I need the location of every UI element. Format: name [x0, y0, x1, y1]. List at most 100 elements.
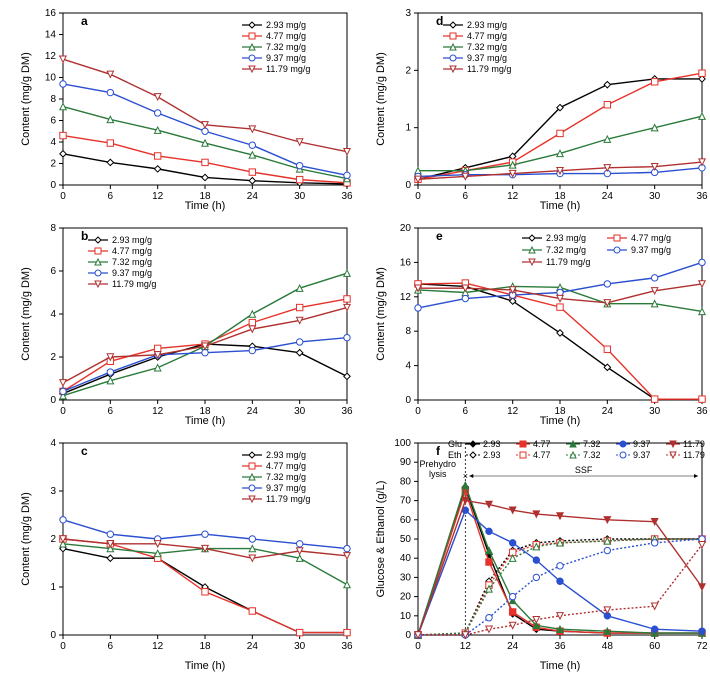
- svg-text:3: 3: [405, 8, 411, 19]
- svg-text:36: 36: [696, 406, 708, 417]
- y-axis-label: Content (mg/g DM): [20, 492, 32, 586]
- svg-text:30: 30: [649, 406, 661, 417]
- svg-text:24: 24: [507, 641, 519, 652]
- svg-text:4: 4: [50, 137, 56, 148]
- svg-text:30: 30: [294, 191, 306, 202]
- panel-e: e061218243036048121620Time (h)Content (m…: [370, 220, 710, 430]
- svg-text:4: 4: [50, 438, 56, 449]
- svg-text:36: 36: [341, 406, 353, 417]
- svg-text:80: 80: [400, 476, 412, 487]
- svg-text:7.32 mg/g: 7.32 mg/g: [266, 472, 306, 482]
- svg-text:30: 30: [294, 641, 306, 652]
- panel-letter: b: [81, 229, 88, 243]
- svg-text:20: 20: [400, 592, 412, 603]
- svg-text:9.37 mg/g: 9.37 mg/g: [631, 245, 671, 255]
- x-axis-label: Time (h): [185, 660, 226, 672]
- svg-text:11.79 mg/g: 11.79 mg/g: [467, 64, 511, 74]
- svg-text:Glu: Glu: [448, 439, 462, 449]
- panel-letter: c: [81, 444, 88, 458]
- svg-text:4.77 mg/g: 4.77 mg/g: [266, 461, 306, 471]
- svg-text:11.79 mg/g: 11.79 mg/g: [112, 279, 156, 289]
- svg-text:0: 0: [50, 180, 56, 191]
- svg-text:0: 0: [405, 180, 411, 191]
- svg-text:40: 40: [400, 553, 412, 564]
- svg-text:4.77 mg/g: 4.77 mg/g: [631, 233, 671, 243]
- svg-text:2: 2: [50, 352, 56, 363]
- panel-a: a0612182430360246810121416Time (h)Conten…: [15, 5, 355, 215]
- svg-text:8: 8: [50, 94, 56, 105]
- svg-text:7.32 mg/g: 7.32 mg/g: [266, 42, 306, 52]
- svg-text:2.93 mg/g: 2.93 mg/g: [266, 20, 306, 30]
- svg-text:11.79 mg/g: 11.79 mg/g: [546, 257, 590, 267]
- svg-text:36: 36: [341, 191, 353, 202]
- svg-text:0: 0: [415, 641, 421, 652]
- panel-letter: a: [81, 14, 88, 28]
- svg-text:1: 1: [50, 582, 56, 593]
- svg-text:2.93 mg/g: 2.93 mg/g: [266, 450, 306, 460]
- svg-text:4.77: 4.77: [533, 450, 551, 460]
- panel-f-svg: f01224364860720102030405060708090100Time…: [370, 435, 710, 675]
- panel-b: b06121824303602468Time (h)Content (mg/g …: [15, 220, 355, 430]
- x-axis-label: Time (h): [540, 200, 581, 212]
- svg-text:4: 4: [405, 361, 411, 372]
- svg-text:12: 12: [507, 191, 519, 202]
- svg-text:1: 1: [405, 123, 411, 134]
- svg-text:9.37: 9.37: [633, 450, 651, 460]
- svg-text:0: 0: [405, 395, 411, 406]
- svg-text:4.77 mg/g: 4.77 mg/g: [467, 31, 507, 41]
- svg-text:11.79 mg/g: 11.79 mg/g: [266, 64, 310, 74]
- panel-letter: e: [436, 229, 443, 243]
- svg-text:6: 6: [50, 116, 56, 127]
- svg-text:24: 24: [602, 406, 614, 417]
- panel-b-svg: b06121824303602468Time (h)Content (mg/g …: [15, 220, 355, 430]
- svg-text:12: 12: [152, 191, 164, 202]
- panel-c: c06121824303601234Time (h)Content (mg/g …: [15, 435, 355, 675]
- svg-text:2: 2: [50, 159, 56, 170]
- svg-text:Prehydro: Prehydro: [419, 459, 456, 469]
- svg-text:24: 24: [247, 406, 259, 417]
- svg-text:11.79 mg/g: 11.79 mg/g: [266, 494, 310, 504]
- svg-text:0: 0: [50, 630, 56, 641]
- svg-text:7.32: 7.32: [583, 439, 601, 449]
- svg-text:6: 6: [463, 406, 469, 417]
- svg-text:9.37 mg/g: 9.37 mg/g: [266, 53, 306, 63]
- svg-text:0: 0: [415, 191, 421, 202]
- svg-text:11.79: 11.79: [683, 450, 705, 460]
- svg-text:2.93 mg/g: 2.93 mg/g: [467, 20, 507, 30]
- svg-text:50: 50: [400, 534, 412, 545]
- svg-text:60: 60: [400, 515, 412, 526]
- svg-text:7.32: 7.32: [583, 450, 601, 460]
- svg-text:11.79: 11.79: [683, 439, 705, 449]
- svg-text:12: 12: [45, 51, 57, 62]
- y-axis-label: Content (mg/g DM): [20, 52, 32, 146]
- x-axis-label: Time (h): [540, 660, 581, 672]
- svg-text:8: 8: [50, 223, 56, 234]
- svg-text:Eth: Eth: [448, 450, 462, 460]
- svg-text:4.77 mg/g: 4.77 mg/g: [112, 246, 152, 256]
- svg-text:24: 24: [247, 641, 259, 652]
- svg-text:9.37 mg/g: 9.37 mg/g: [467, 53, 507, 63]
- svg-text:24: 24: [602, 191, 614, 202]
- svg-text:30: 30: [400, 572, 412, 583]
- panel-e-svg: e061218243036048121620Time (h)Content (m…: [370, 220, 710, 430]
- panel-letter: d: [436, 14, 443, 28]
- svg-text:×: ×: [463, 471, 468, 481]
- figure-root: a0612182430360246810121416Time (h)Conten…: [0, 0, 710, 682]
- svg-text:7.32 mg/g: 7.32 mg/g: [546, 245, 586, 255]
- svg-text:90: 90: [400, 457, 412, 468]
- svg-text:4.77 mg/g: 4.77 mg/g: [266, 31, 306, 41]
- svg-text:12: 12: [152, 406, 164, 417]
- svg-text:2.93: 2.93: [483, 439, 501, 449]
- svg-text:0: 0: [60, 641, 66, 652]
- panel-f: f01224364860720102030405060708090100Time…: [370, 435, 710, 675]
- svg-text:30: 30: [294, 406, 306, 417]
- x-axis-label: Time (h): [540, 415, 581, 427]
- y-axis-label: Glucose & Ethanol (g/L): [375, 481, 387, 598]
- svg-text:0: 0: [50, 395, 56, 406]
- svg-text:0: 0: [60, 406, 66, 417]
- panel-c-svg: c06121824303601234Time (h)Content (mg/g …: [15, 435, 355, 675]
- svg-text:4.77: 4.77: [533, 439, 551, 449]
- svg-text:100: 100: [394, 438, 411, 449]
- svg-text:16: 16: [45, 8, 57, 19]
- svg-text:lysis: lysis: [429, 469, 447, 479]
